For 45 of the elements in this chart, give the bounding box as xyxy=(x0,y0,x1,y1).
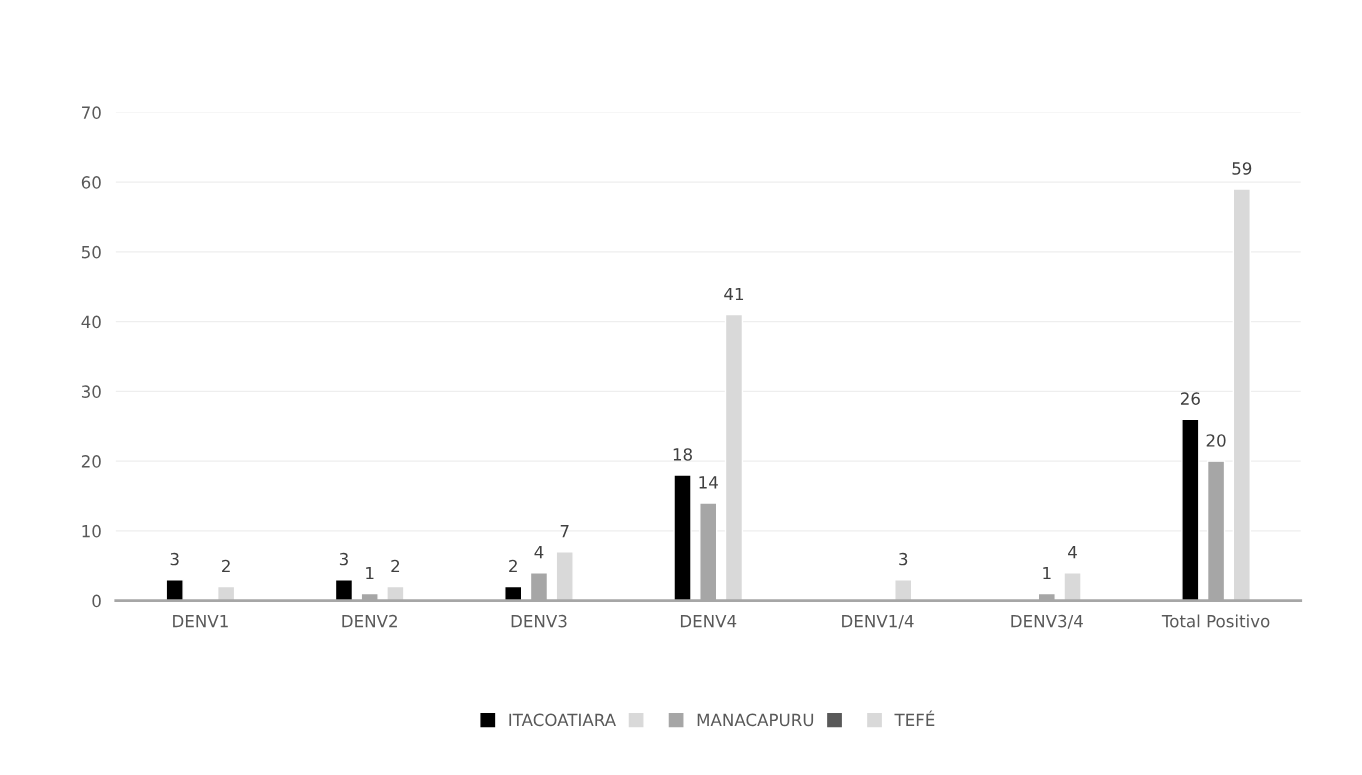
bar xyxy=(1181,418,1200,601)
data-label: 2 xyxy=(222,559,230,573)
y-tick-label: 50 xyxy=(81,245,101,259)
y-tick-label: 40 xyxy=(81,315,101,329)
x-tick-label: DENV3/4 xyxy=(1011,614,1083,629)
bar xyxy=(555,551,574,601)
legend-label: MANACAPURU xyxy=(697,713,814,727)
legend-label: TEFÉ xyxy=(894,710,935,726)
data-label: 41 xyxy=(724,287,744,301)
data-label: 7 xyxy=(560,525,569,538)
data-label: 26 xyxy=(1180,392,1200,405)
data-label: 4 xyxy=(534,546,544,559)
data-label: 59 xyxy=(1232,162,1252,175)
bar xyxy=(673,474,692,601)
bar xyxy=(165,579,184,601)
x-tick-label: DENV4 xyxy=(680,615,737,628)
data-label: 4 xyxy=(1068,546,1077,559)
bar xyxy=(894,579,913,601)
data-label: 3 xyxy=(899,552,908,566)
x-tick-label: DENV3 xyxy=(511,614,567,628)
data-label: 2 xyxy=(391,559,400,573)
y-tick-label: 70 xyxy=(82,106,101,119)
data-label: 20 xyxy=(1206,434,1226,447)
data-label: 3 xyxy=(339,552,348,566)
data-label: 18 xyxy=(673,448,692,461)
bar xyxy=(1232,188,1251,601)
data-label: 1 xyxy=(1043,566,1051,580)
y-tick-label: 0 xyxy=(92,594,101,608)
x-tick-label: DENV1 xyxy=(173,615,228,628)
legend-label: ITACOATIARA xyxy=(509,713,616,727)
data-label: 1 xyxy=(366,566,374,580)
data-label: 14 xyxy=(699,476,718,489)
bar xyxy=(724,313,744,601)
x-tick-label: DENV1/4 xyxy=(842,615,914,629)
bar xyxy=(1063,572,1082,601)
x-tick-label: Total Positivo xyxy=(1161,614,1270,628)
x-tick-label: DENV2 xyxy=(342,614,397,628)
bar xyxy=(386,585,405,601)
data-label: 2 xyxy=(509,559,517,573)
y-tick-label: 60 xyxy=(81,176,101,189)
y-tick-label: 10 xyxy=(82,524,101,538)
bar xyxy=(334,579,354,601)
y-tick-label: 30 xyxy=(81,385,101,398)
data-label: 3 xyxy=(170,552,179,566)
y-tick-label: 20 xyxy=(81,455,101,468)
